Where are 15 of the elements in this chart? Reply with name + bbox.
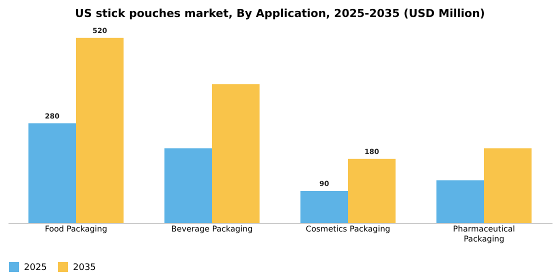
chart-title: US stick pouches market, By Application, 2025-2035 (USD Million) bbox=[75, 7, 485, 20]
bar bbox=[76, 38, 124, 223]
bar bbox=[348, 158, 396, 223]
bar bbox=[300, 190, 348, 223]
bar bbox=[484, 148, 532, 223]
x-tick-label: Food Packaging bbox=[44, 224, 108, 234]
bar bbox=[164, 148, 212, 223]
legend-label: 2035 bbox=[73, 263, 96, 273]
bar bbox=[212, 84, 260, 223]
bar bbox=[436, 180, 484, 223]
bar bbox=[28, 123, 76, 223]
x-tick-label: Cosmetics Packaging bbox=[306, 224, 390, 234]
x-tick-label: Beverage Packaging bbox=[171, 224, 253, 234]
x-tick-label: Pharmaceutical Packaging bbox=[453, 224, 515, 244]
legend-label: 2025 bbox=[24, 263, 47, 273]
